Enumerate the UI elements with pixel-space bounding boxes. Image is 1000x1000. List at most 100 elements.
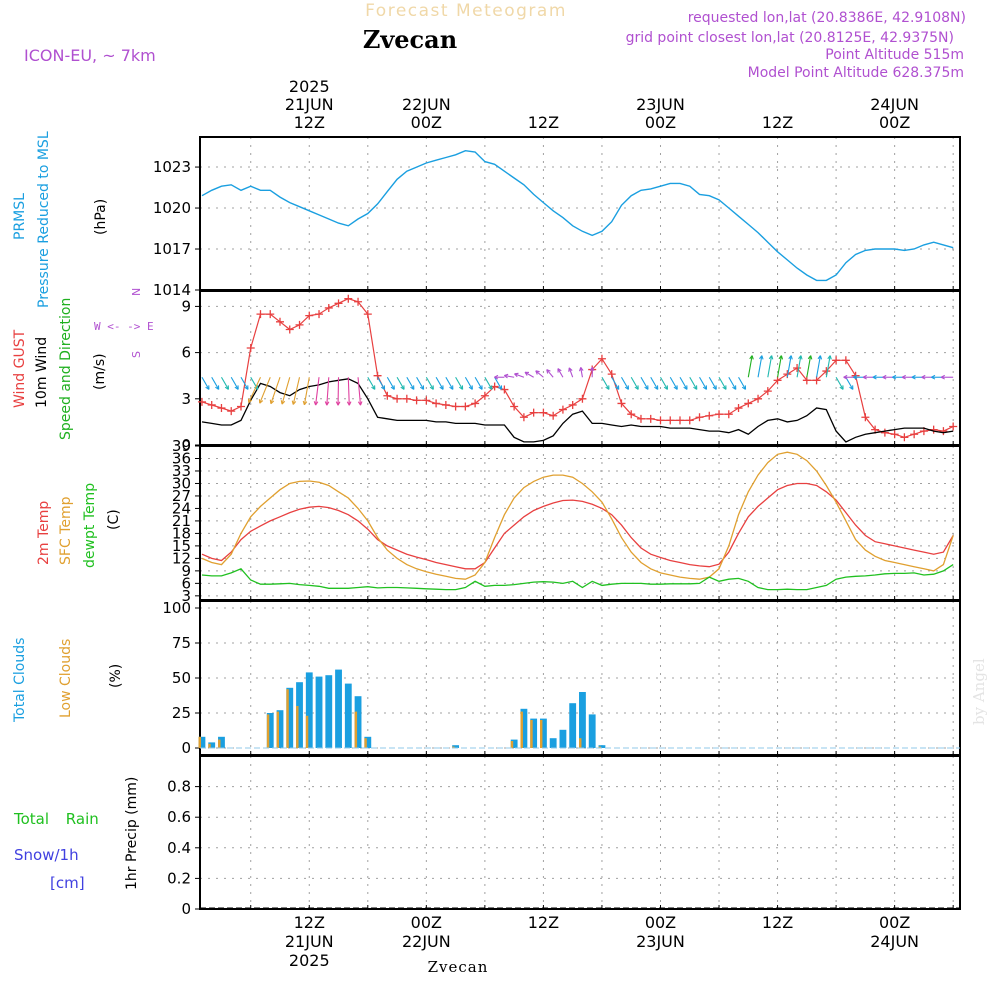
model-altitude: Model Point Altitude 628.375m [748, 65, 964, 81]
cm-label: [cm] [50, 874, 85, 892]
wind-arrowhead [280, 400, 286, 405]
y-tick-label: 36 [172, 449, 191, 467]
total-cloud-bar [335, 669, 342, 748]
wind-arrowhead [712, 385, 717, 390]
point-altitude: Point Altitude 515m [825, 47, 964, 63]
y-tick-label: 0 [181, 900, 191, 918]
gust-marker [295, 320, 304, 329]
wind-arrow [416, 376, 425, 390]
prmsl-label: PRMSL [12, 193, 28, 240]
pressure-line [201, 149, 954, 282]
dewpt-label: dewpt Temp [82, 483, 98, 568]
pressure-label: Pressure Reduced to MSL [36, 131, 52, 308]
snow-label: Snow/1h [14, 846, 79, 864]
wind-arrowhead [901, 374, 906, 380]
wind-arrowhead [673, 385, 678, 390]
wind-arrowhead [346, 401, 352, 406]
y-tick-label: 0 [181, 436, 191, 454]
wind-arrow [474, 376, 483, 390]
wind-arrowhead [449, 385, 454, 390]
y-tick-label: 1023 [153, 158, 191, 176]
total-cloud-bar [452, 745, 460, 748]
gust-marker [822, 367, 831, 376]
wind-arrowhead [911, 374, 916, 380]
y-tick-label: 0.4 [167, 839, 191, 857]
gust-marker [715, 410, 724, 419]
wind-arrow [270, 377, 281, 404]
y-tick-label: 6 [181, 574, 191, 592]
wind-arrow [464, 376, 473, 390]
time-label-top: 00Z [645, 113, 676, 132]
wind-arrow [484, 376, 493, 390]
location-title: Zvecan [363, 25, 457, 54]
time-label-top: 12Z [294, 113, 325, 132]
y-tick-label: 1020 [153, 199, 191, 217]
gust-marker [900, 433, 909, 442]
wind-arrowhead [400, 385, 405, 390]
wind-arrowhead [244, 385, 249, 390]
dewpt-line [201, 564, 954, 591]
total-cloud-bar [208, 742, 216, 748]
gust-marker [793, 364, 802, 372]
time-label-top: 22JUN [402, 95, 451, 114]
gust-marker [754, 394, 763, 403]
time-label-bottom: 00Z [645, 913, 676, 932]
time-label-top: 12Z [528, 113, 559, 132]
wind-arrowhead [817, 355, 823, 360]
wind-arrowhead [494, 374, 499, 380]
wind-arrowhead [798, 355, 803, 360]
wind-arrow [259, 377, 271, 404]
low-cloud-bar [198, 736, 201, 748]
wind-arrowhead [872, 374, 877, 380]
wind-arrow [367, 376, 376, 390]
y-tick-label: 0.6 [167, 808, 191, 826]
total-cloud-bar [305, 672, 313, 748]
wind-arrow [825, 355, 831, 378]
wind-arrowhead [827, 355, 832, 360]
wind-arrowhead [702, 385, 708, 390]
gust-marker [393, 394, 402, 403]
wind-arrowhead [258, 399, 264, 404]
wind-arrow [580, 367, 583, 378]
gust-marker [324, 303, 333, 312]
y-tick-label: 27 [172, 487, 191, 505]
wind-arrow [396, 376, 405, 390]
y-tick-label: 18 [172, 524, 191, 542]
wind-arrowhead [535, 370, 540, 375]
wind-arrow [494, 376, 503, 390]
gust-marker [734, 404, 743, 413]
wind-arrow [250, 376, 259, 390]
y-tick-label: 33 [172, 462, 191, 480]
total-cloud-bar [344, 683, 352, 748]
wind-arrowhead [749, 355, 754, 360]
time-label-bottom: 2025 [289, 951, 330, 970]
wind-arrow [504, 374, 515, 378]
wind-arrowhead [722, 385, 727, 390]
gust-marker [646, 414, 655, 423]
wind-arrow [718, 376, 727, 390]
low-cloud-bar [452, 746, 455, 748]
time-label-bottom: 23JUN [636, 932, 685, 951]
gust-marker [549, 411, 558, 420]
gust-marker [354, 297, 363, 306]
wind-arrowhead [693, 385, 698, 390]
plot-panels: 1014101710201023036936912151821242730333… [153, 136, 961, 918]
gust-marker [656, 416, 665, 425]
wind-arrow [601, 376, 610, 390]
wind-arrow [747, 355, 753, 378]
y-tick-label: 30 [172, 474, 191, 492]
gust-marker [949, 422, 958, 431]
low-cloud-bar [305, 715, 309, 748]
total-cloud-bar [569, 703, 577, 748]
time-label-bottom: 12Z [528, 913, 559, 932]
compass-we: W <- -> E [94, 320, 154, 333]
wind-arrowhead [931, 374, 936, 380]
wind-arrowhead [615, 385, 620, 390]
gust-marker [383, 391, 392, 400]
low-cloud-bar [598, 746, 601, 748]
requested-coords: requested lon,lat (20.8386E, 42.9108N) [688, 10, 966, 26]
wind-arrowhead [410, 385, 415, 390]
gust-marker [763, 387, 772, 396]
wind-arrowhead [778, 355, 784, 360]
y-tick-label: 39 [172, 437, 191, 455]
